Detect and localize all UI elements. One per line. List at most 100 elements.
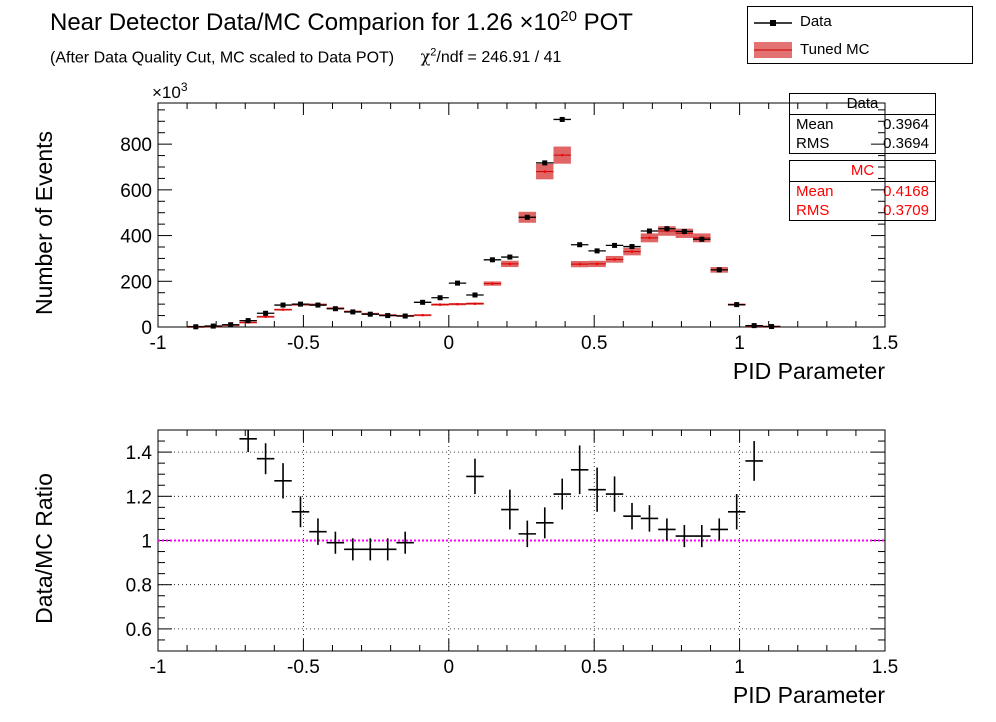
mc-band <box>379 314 397 317</box>
legend-marker-mc <box>754 42 792 58</box>
legend-marker-data <box>754 20 792 26</box>
y-tick-label-bottom: 1.4 <box>126 443 153 464</box>
x-tick-label-top: 0 <box>444 333 455 354</box>
data-point <box>769 324 775 330</box>
mc-band <box>675 228 694 238</box>
data-point <box>245 318 251 324</box>
legend: Data Tuned MC <box>747 6 973 64</box>
data-point <box>332 306 338 312</box>
mc-band <box>326 307 345 310</box>
mc-band <box>762 325 781 328</box>
x-tick-label-top: -1 <box>150 333 167 354</box>
mc-band <box>239 321 257 324</box>
data-point <box>472 292 478 298</box>
data-point <box>751 323 757 329</box>
data-point <box>402 313 408 319</box>
data-point <box>699 236 705 242</box>
x-tick-label-top: 1.5 <box>872 333 898 354</box>
data-point <box>385 313 391 319</box>
data-point <box>193 324 199 330</box>
data-point <box>210 323 216 329</box>
mc-band <box>274 308 292 311</box>
y-axis-label-top: Number of Events <box>31 131 57 315</box>
x-tick-label-bottom: 0 <box>444 657 455 678</box>
stats-mc-mean-label: Mean <box>796 183 834 200</box>
mc-point <box>526 215 529 219</box>
mc-band <box>256 315 275 318</box>
mc-band <box>466 302 484 305</box>
legend-label-mc: Tuned MC <box>800 41 870 58</box>
data-point <box>559 116 565 122</box>
chi2-ndf: χ2/ndf = 246.91 / 41 <box>420 47 562 67</box>
data-point <box>455 280 461 286</box>
plot-frame-bottom <box>157 429 886 652</box>
mc-point <box>473 302 477 305</box>
mc-point <box>665 229 669 233</box>
x-tick-label-bottom: 1 <box>734 657 745 678</box>
stats-data-rms-label: RMS <box>796 135 830 152</box>
mc-band <box>570 261 589 268</box>
mc-band <box>553 146 571 164</box>
data-point <box>734 302 740 308</box>
subtitle-text: (After Data Quality Cut, MC scaled to Da… <box>50 49 395 67</box>
y-tick-label-bottom: 0.8 <box>126 576 152 597</box>
mc-band <box>623 247 641 256</box>
mc-point <box>211 325 215 328</box>
mc-point <box>700 236 704 240</box>
mc-point <box>508 262 512 266</box>
mc-band <box>693 233 711 243</box>
mc-band <box>710 267 728 273</box>
data-point <box>489 257 495 263</box>
mc-band <box>344 310 362 313</box>
legend-label-data: Data <box>800 13 832 30</box>
data-point <box>263 310 269 316</box>
chart-title: Near Detector Data/MC Comparion for 1.26… <box>50 8 633 36</box>
mc-point <box>648 236 651 240</box>
mc-band <box>518 211 537 223</box>
mc-point <box>456 302 459 306</box>
mc-band <box>413 314 432 317</box>
stats-data-rms: 0.3694 <box>883 135 929 152</box>
mc-point <box>735 303 738 306</box>
mc-point <box>421 313 424 317</box>
stats-box-data: Data Mean 0.3964 RMS 0.3694 <box>789 93 936 154</box>
data-point <box>594 248 600 254</box>
mc-band <box>745 324 763 327</box>
mc-band <box>448 303 467 306</box>
mc-point <box>752 324 756 328</box>
data-point <box>681 228 687 234</box>
data-point <box>629 244 635 250</box>
x-tick-label-bottom: -0.5 <box>287 657 320 678</box>
data-point <box>524 214 530 220</box>
data-point <box>646 228 652 234</box>
mc-point <box>438 303 442 306</box>
mc-point <box>491 282 494 285</box>
y-tick-label-top: 400 <box>120 227 152 248</box>
data-point <box>507 254 513 260</box>
mc-point <box>630 250 634 253</box>
data-point <box>420 299 426 305</box>
x-tick-label-bottom: -1 <box>150 657 167 678</box>
data-point <box>577 242 583 248</box>
stats-data-mean: 0.3964 <box>883 116 929 133</box>
y-tick-label-bottom: 1.2 <box>126 487 152 508</box>
x-tick-label-top: 1 <box>734 333 745 354</box>
plot-frame-top <box>157 102 886 328</box>
x-axis-label-bottom: PID Parameter <box>733 682 885 708</box>
data-point <box>437 295 443 301</box>
mc-band <box>588 260 606 268</box>
y-tick-label-top: 600 <box>120 181 152 202</box>
data-point <box>228 322 234 328</box>
mc-band <box>658 226 676 236</box>
y-axis-exponent: ×103 <box>152 80 188 102</box>
data-point <box>612 242 618 248</box>
mc-point <box>717 268 721 272</box>
mc-point <box>246 321 250 324</box>
mc-point <box>578 262 581 266</box>
legend-item-data: Data <box>748 9 972 35</box>
x-tick-label-top: -0.5 <box>287 333 320 354</box>
y-axis-label-bottom: Data/MC Ratio <box>31 473 57 624</box>
mc-band <box>291 303 310 306</box>
mc-point <box>316 303 320 306</box>
y-tick-label-top: 0 <box>141 318 152 339</box>
